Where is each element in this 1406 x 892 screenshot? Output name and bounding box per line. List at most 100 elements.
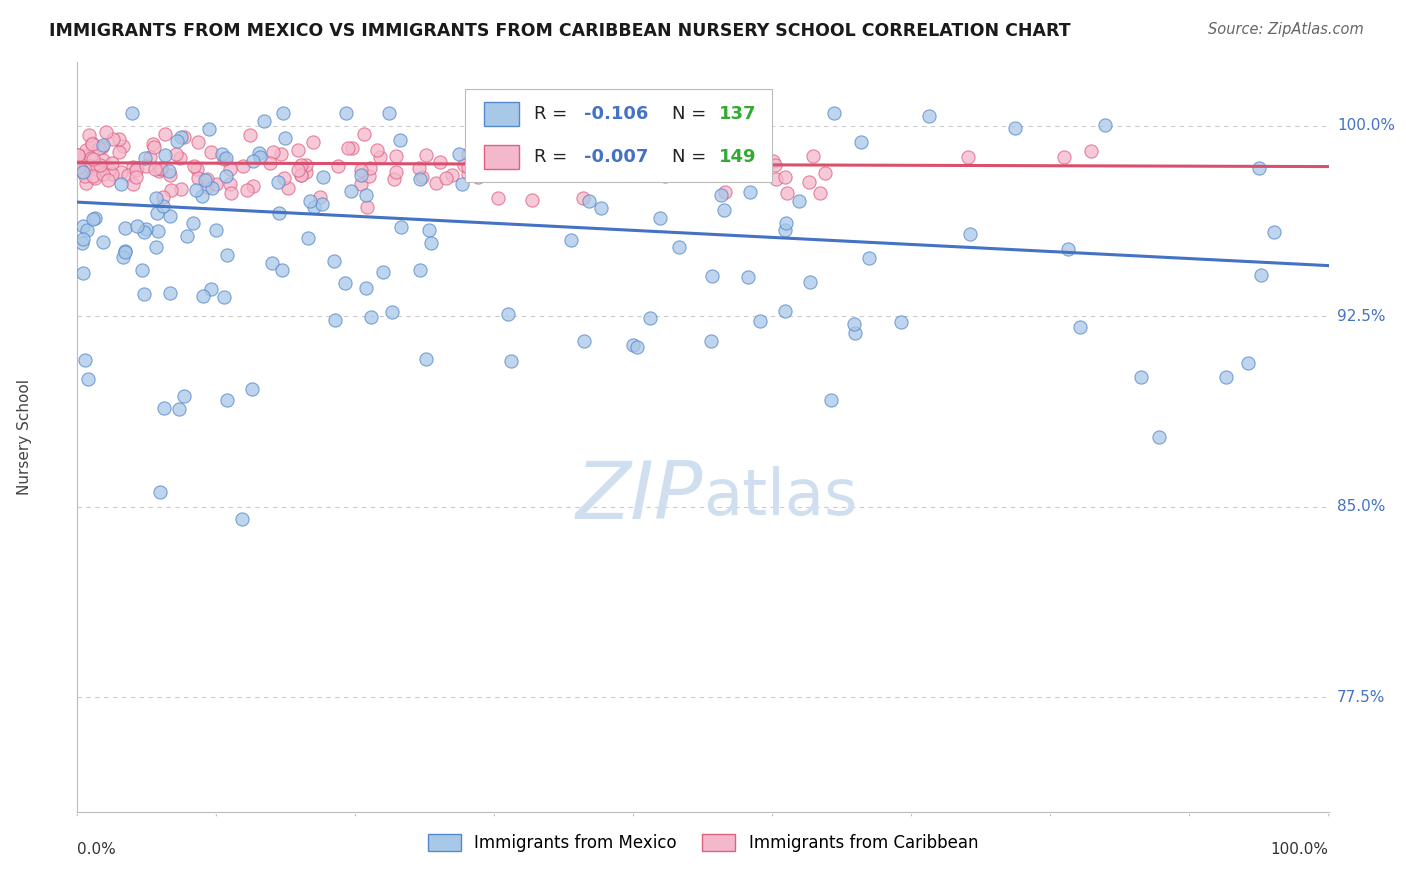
Point	[122, 177, 145, 191]
Point	[775, 216, 797, 230]
Point	[267, 206, 290, 220]
Text: -0.106: -0.106	[583, 105, 648, 123]
Point	[959, 227, 981, 241]
Point	[297, 231, 319, 245]
Text: Source: ZipAtlas.com: Source: ZipAtlas.com	[1208, 22, 1364, 37]
Point	[356, 281, 378, 295]
Point	[240, 382, 263, 396]
Point	[699, 334, 721, 348]
FancyBboxPatch shape	[465, 88, 772, 182]
Point	[195, 180, 218, 194]
Point	[516, 161, 538, 176]
Point	[1094, 118, 1116, 132]
Point	[350, 169, 373, 183]
Point	[131, 263, 153, 277]
Point	[200, 281, 222, 295]
Point	[69, 153, 91, 167]
Point	[723, 141, 745, 155]
Point	[486, 149, 509, 163]
Point	[1215, 370, 1237, 384]
Point	[520, 193, 543, 207]
Point	[212, 152, 235, 166]
Point	[434, 170, 457, 185]
Point	[323, 254, 346, 268]
Point	[744, 147, 766, 161]
Point	[157, 164, 180, 178]
Text: R =: R =	[534, 105, 574, 123]
Bar	[484, 145, 519, 169]
Point	[849, 136, 872, 150]
Point	[762, 153, 785, 168]
Point	[765, 172, 787, 186]
Text: 92.5%: 92.5%	[1337, 309, 1385, 324]
Point	[820, 392, 842, 407]
Point	[499, 353, 522, 368]
Point	[166, 134, 188, 148]
Point	[1080, 145, 1102, 159]
Point	[486, 191, 509, 205]
Point	[1004, 120, 1026, 135]
Point	[586, 158, 609, 172]
Point	[1069, 319, 1091, 334]
Point	[159, 285, 181, 300]
Point	[135, 159, 157, 173]
Point	[335, 277, 357, 291]
Point	[273, 170, 295, 185]
Point	[312, 170, 335, 185]
Point	[143, 161, 166, 176]
Point	[382, 172, 405, 186]
Point	[356, 200, 378, 214]
Point	[89, 158, 111, 172]
Text: 77.5%: 77.5%	[1337, 690, 1385, 705]
Point	[218, 161, 240, 176]
Point	[713, 203, 735, 218]
Point	[634, 160, 657, 174]
Point	[219, 186, 242, 201]
Point	[574, 334, 596, 348]
Point	[232, 159, 254, 173]
Point	[167, 401, 190, 416]
Point	[184, 183, 207, 197]
Point	[148, 163, 170, 178]
Point	[134, 151, 156, 165]
Point	[135, 222, 157, 236]
Point	[451, 178, 474, 192]
Point	[82, 211, 104, 226]
Point	[153, 127, 176, 141]
Text: ZIP: ZIP	[575, 458, 703, 536]
Point	[259, 156, 281, 170]
Point	[79, 159, 101, 173]
Text: 100.0%: 100.0%	[1337, 119, 1395, 134]
Point	[91, 235, 114, 249]
Point	[66, 147, 89, 161]
Point	[183, 217, 205, 231]
Point	[142, 140, 165, 154]
Point	[215, 151, 238, 165]
Point	[302, 136, 325, 150]
Point	[114, 221, 136, 235]
Point	[108, 145, 131, 159]
Point	[173, 389, 195, 403]
Point	[650, 211, 672, 226]
Point	[80, 151, 103, 165]
Point	[287, 163, 309, 178]
Point	[75, 144, 97, 158]
Bar	[484, 102, 519, 126]
Point	[183, 159, 205, 173]
Point	[149, 485, 172, 500]
Point	[201, 181, 224, 195]
Point	[425, 176, 447, 190]
Point	[73, 148, 96, 162]
Point	[418, 223, 440, 237]
Point	[956, 150, 979, 164]
Point	[813, 165, 835, 179]
Point	[273, 130, 295, 145]
Point	[290, 168, 312, 182]
Point	[408, 263, 430, 277]
Point	[247, 145, 270, 160]
Point	[200, 145, 222, 159]
Point	[420, 236, 443, 251]
Point	[108, 132, 131, 146]
Point	[808, 186, 831, 201]
Point	[411, 169, 433, 184]
